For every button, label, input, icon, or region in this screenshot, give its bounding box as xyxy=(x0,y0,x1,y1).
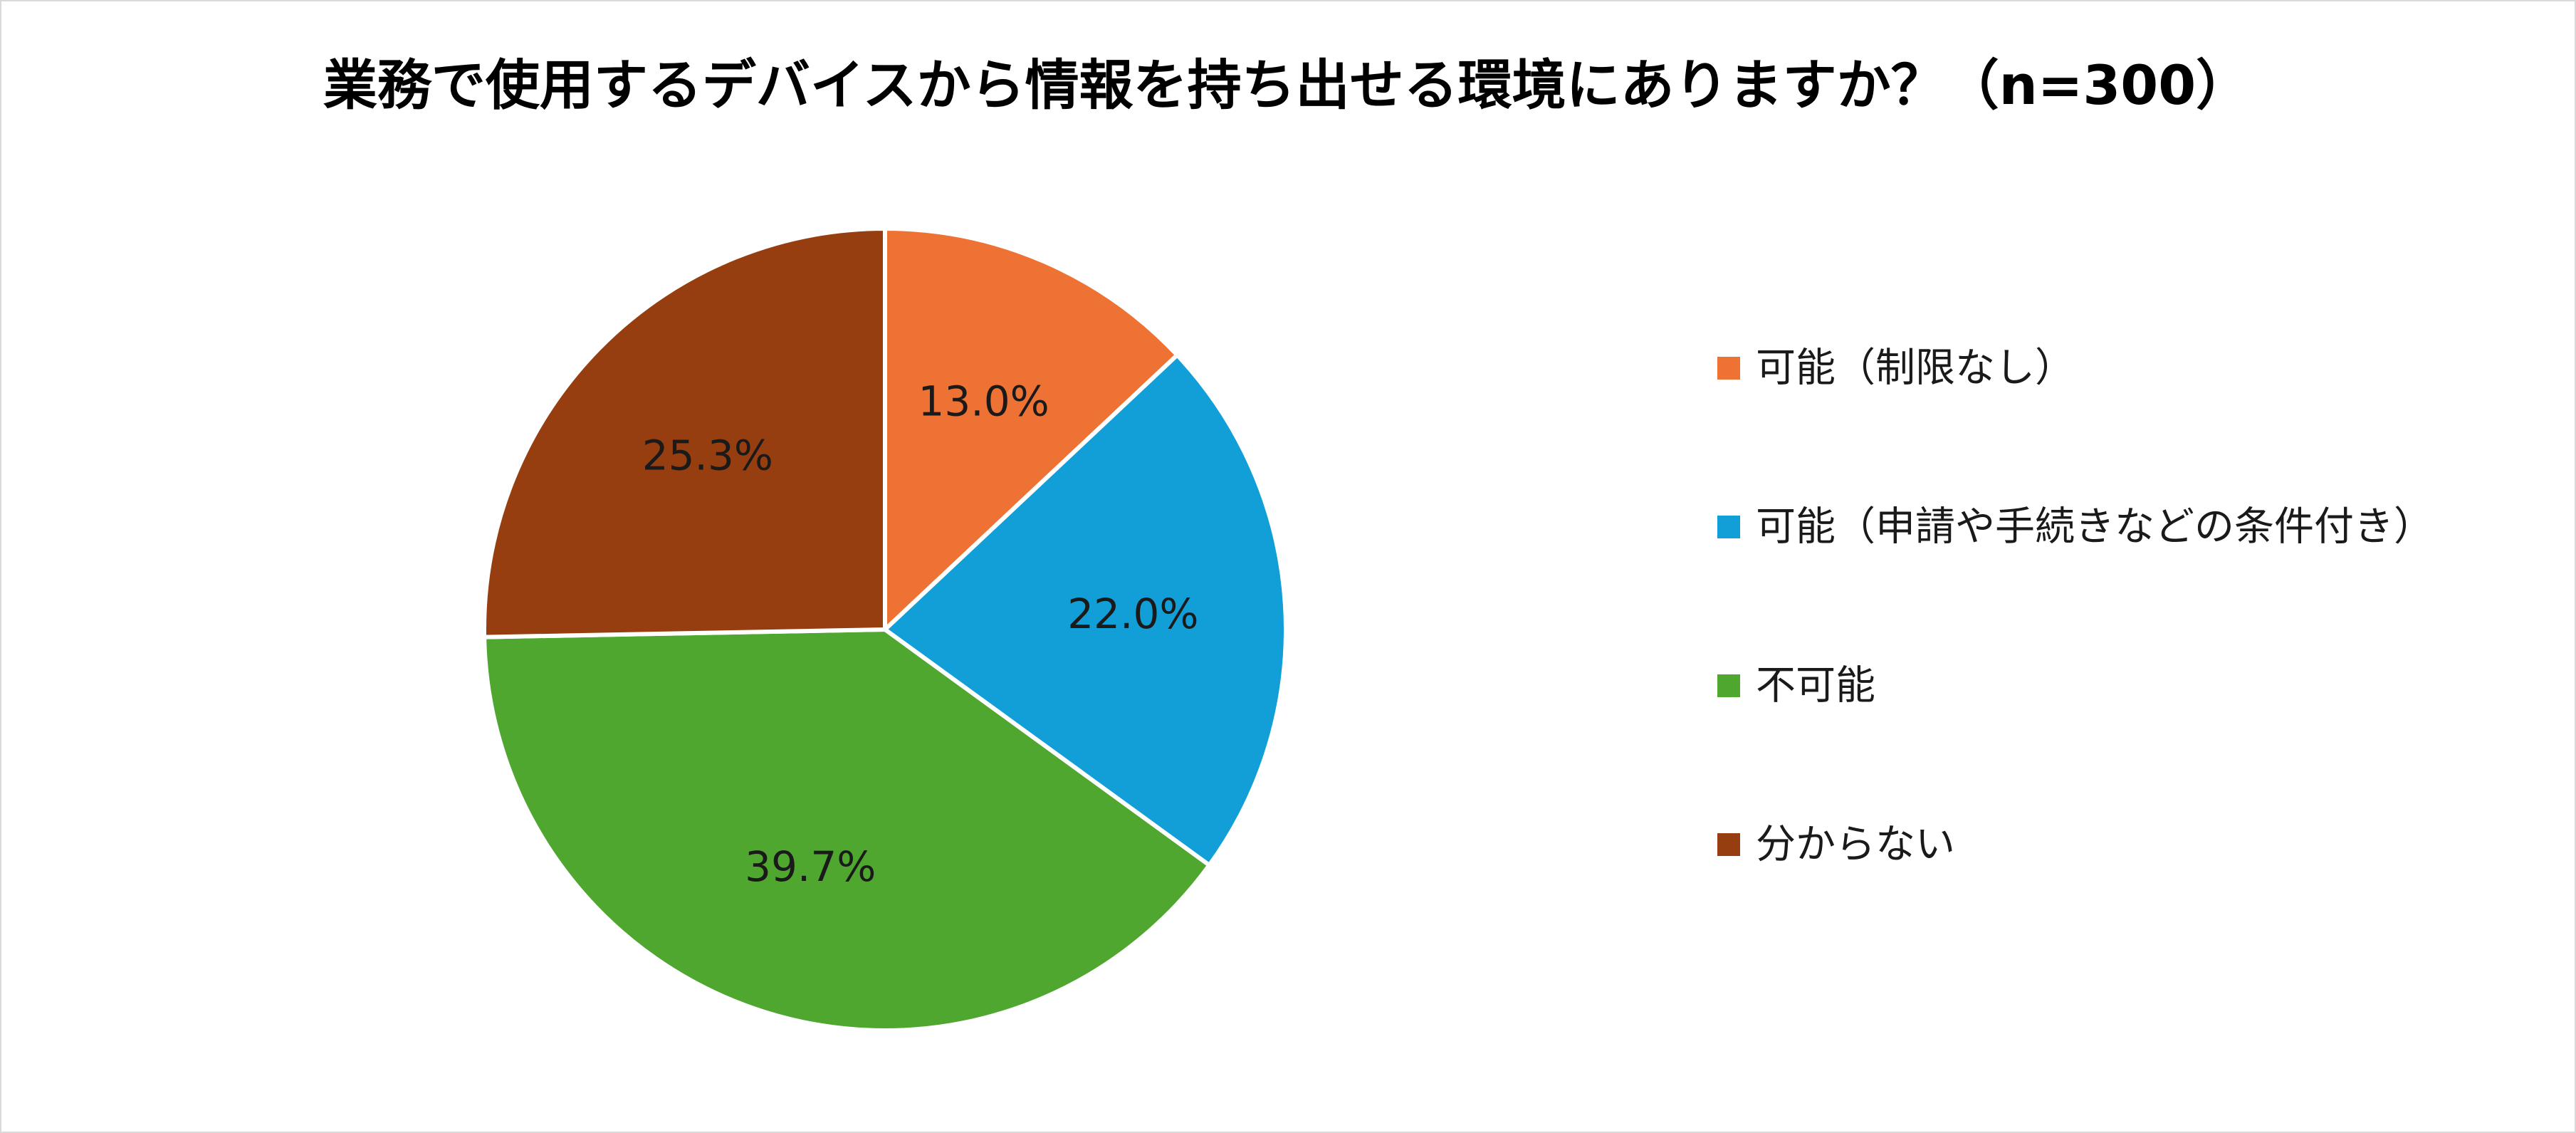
data-label-4: 25.3% xyxy=(642,432,773,480)
data-label-2: 22.0% xyxy=(1067,590,1198,638)
data-label-1: 13.0% xyxy=(918,377,1049,426)
pie-slice-2 xyxy=(883,353,1288,867)
legend-label: 不可能 xyxy=(1756,663,1875,709)
legend-item-1: 可能（制限なし） xyxy=(1717,345,2075,392)
pie-slice-4 xyxy=(482,226,887,639)
legend-swatch xyxy=(1717,674,1740,697)
legend-label: 可能（制限なし） xyxy=(1756,345,2075,392)
pie-data-labels: 13.0% 22.0% 39.7% 25.3% xyxy=(642,377,1199,891)
legend-swatch xyxy=(1717,516,1740,538)
chart-title: 業務で使用するデバイスから情報を持ち出せる環境にありますか？（n=300） xyxy=(323,53,2251,117)
legend-item-2: 可能（申請や手続きなどの条件付き） xyxy=(1717,504,2434,550)
legend-swatch xyxy=(1717,357,1740,380)
legend-item-4: 分からない xyxy=(1717,822,1955,868)
legend-item-3: 不可能 xyxy=(1717,663,1875,709)
pie-slices xyxy=(482,226,1288,1033)
legend-swatch xyxy=(1717,833,1740,856)
data-label-3: 39.7% xyxy=(745,842,876,891)
pie-slice-3 xyxy=(482,627,1212,1033)
legend-label: 可能（申請や手続きなどの条件付き） xyxy=(1756,504,2434,550)
legend-label: 分からない xyxy=(1756,822,1955,868)
pie-slice-1 xyxy=(883,226,1180,632)
